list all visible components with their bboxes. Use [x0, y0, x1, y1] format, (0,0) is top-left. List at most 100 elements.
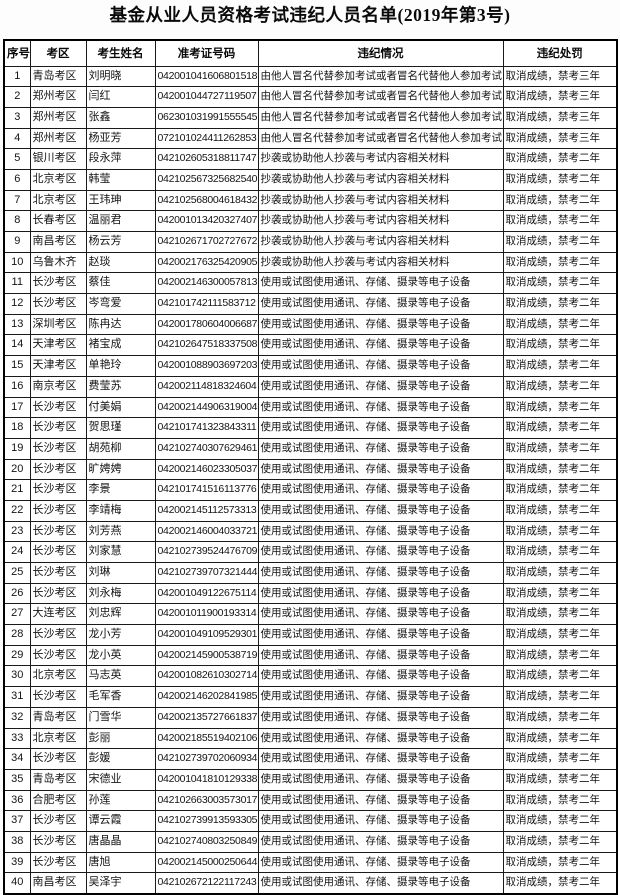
- table-row: 11 长沙考区 蔡佳 042002146300057813 使用或试图使用通讯、存储、摄…: [3, 272, 618, 295]
- cell-penalty: 取消成绩，禁考二年: [502, 334, 618, 357]
- cell-ticket-number: 042102739913593305: [154, 810, 259, 832]
- cell-penalty: 取消成绩，禁考二年: [502, 437, 618, 460]
- cell-region: 天津考区: [29, 334, 87, 357]
- cell-index: 19: [3, 437, 31, 460]
- cell-index: 21: [3, 479, 31, 501]
- cell-region: 南京考区: [29, 375, 87, 398]
- cell-index: 39: [3, 851, 31, 874]
- cell-index: 10: [3, 251, 31, 274]
- page-title: 基金从业人员资格考试违纪人员名单(2019年第3号): [109, 5, 511, 25]
- cell-ticket-number: 042002146202841985: [154, 686, 259, 708]
- cell-violation: 使用或试图使用通讯、存储、摄录等电子设备: [257, 851, 504, 874]
- cell-ticket-number: 042001041606801518: [154, 65, 259, 88]
- cell-name: 唐旭: [85, 851, 156, 874]
- cell-index: 24: [3, 541, 31, 563]
- cell-penalty: 取消成绩，禁考二年: [502, 706, 618, 729]
- table-row: 30 北京考区 马志英 042001082610302714 使用或试图使用通讯、存储、…: [3, 665, 618, 688]
- cell-ticket-number: 042001044727119507: [154, 86, 259, 108]
- cell-ticket-number: 042002185519402106: [154, 727, 259, 750]
- cell-ticket-number: 042102739707321444: [154, 562, 259, 584]
- cell-name: 费莹苏: [85, 375, 156, 398]
- cell-index: 8: [3, 210, 31, 232]
- cell-ticket-number: 042002114818324604: [154, 375, 259, 398]
- cell-penalty: 取消成绩，禁考二年: [502, 251, 618, 274]
- cell-penalty: 取消成绩，禁考三年: [502, 86, 618, 108]
- table-row: 40 南昌考区 吴泽宇 042102672122117243 使用或试图使用通讯、存储、…: [3, 872, 618, 895]
- cell-ticket-number: 042001013420327407: [154, 210, 259, 232]
- table-row: 3 郑州考区 张鑫 062301031991555545 由他人冒名代替参加考试或者冒名…: [3, 106, 618, 129]
- cell-penalty: 取消成绩，禁考二年: [502, 768, 618, 791]
- cell-index: 27: [3, 603, 31, 626]
- cell-index: 34: [3, 748, 31, 770]
- cell-violation: 使用或试图使用通讯、存储、摄录等电子设备: [257, 293, 504, 315]
- cell-region: 大连考区: [29, 603, 87, 626]
- cell-penalty: 取消成绩，禁考二年: [502, 665, 618, 688]
- table-row: 6 北京考区 韩莹 042102567325682540 抄袭或协助他人抄袭与考试内容相…: [3, 168, 618, 191]
- cell-name: 吴泽宇: [85, 872, 156, 895]
- cell-index: 16: [3, 375, 31, 398]
- cell-region: 长春考区: [29, 210, 87, 232]
- header-index: 序号: [3, 39, 31, 67]
- cell-name: 彭媛: [85, 748, 156, 770]
- header-ticket-number: 准考证号码: [154, 39, 259, 67]
- cell-name: 门雪华: [85, 706, 156, 729]
- cell-ticket-number: 042102647518337508: [154, 334, 259, 357]
- cell-index: 23: [3, 520, 31, 543]
- cell-region: 北京考区: [29, 665, 87, 688]
- table-row: 7 北京考区 王玮珅 042102568004618432 抄袭或协助他人抄袭与考试内容…: [3, 189, 618, 212]
- cell-name: 赵琰: [85, 251, 156, 274]
- cell-ticket-number: 042101741516113776: [154, 479, 259, 501]
- cell-penalty: 取消成绩，禁考二年: [502, 293, 618, 315]
- cell-name: 付美娟: [85, 396, 156, 419]
- cell-region: 长沙考区: [29, 562, 87, 584]
- cell-region: 长沙考区: [29, 644, 87, 667]
- table-row: 17 长沙考区 付美娟 042002144906319004 使用或试图使用通讯、存储、…: [3, 396, 618, 419]
- cell-ticket-number: 042002145000250644: [154, 851, 259, 874]
- cell-penalty: 取消成绩，禁考二年: [502, 562, 618, 584]
- table-row: 8 长春考区 温丽君 042001013420327407 抄袭或协助他人抄袭与考试内容…: [3, 210, 618, 232]
- table-row: 28 长沙考区 龙小芳 042001049109529301 使用或试图使用通讯、存储、…: [3, 624, 618, 646]
- cell-violation: 使用或试图使用通讯、存储、摄录等电子设备: [257, 396, 504, 419]
- cell-violation: 使用或试图使用通讯、存储、摄录等电子设备: [257, 768, 504, 791]
- cell-region: 深圳考区: [29, 313, 87, 336]
- cell-violation: 使用或试图使用通讯、存储、摄录等电子设备: [257, 458, 504, 481]
- table-row: 15 天津考区 单艳玲 042001088903697203 使用或试图使用通讯、存储、…: [3, 355, 618, 377]
- cell-penalty: 取消成绩，禁考二年: [502, 624, 618, 646]
- cell-name: 马志英: [85, 665, 156, 688]
- table-row: 27 大连考区 刘忠辉 042001011900193314 使用或试图使用通讯、存储、…: [3, 603, 618, 626]
- cell-name: 龙小英: [85, 644, 156, 667]
- cell-name: 杨亚芳: [85, 127, 156, 150]
- cell-index: 12: [3, 293, 31, 315]
- cell-violation: 使用或试图使用通讯、存储、摄录等电子设备: [257, 375, 504, 398]
- table-row: 32 青岛考区 门雪华 042002135727661837 使用或试图使用通讯、存储、…: [3, 706, 618, 729]
- cell-index: 33: [3, 727, 31, 750]
- cell-penalty: 取消成绩，禁考二年: [502, 272, 618, 295]
- cell-name: 龙小芳: [85, 624, 156, 646]
- cell-penalty: 取消成绩，禁考二年: [502, 210, 618, 232]
- cell-ticket-number: 042001011900193314: [154, 603, 259, 626]
- cell-violation: 抄袭或协助他人抄袭与考试内容相关材料: [257, 231, 504, 253]
- cell-name: 彭丽: [85, 727, 156, 750]
- cell-ticket-number: 042002146004033721: [154, 520, 259, 543]
- cell-index: 22: [3, 499, 31, 522]
- cell-ticket-number: 042102663003573017: [154, 789, 259, 812]
- cell-ticket-number: 042002145112573313: [154, 499, 259, 522]
- cell-ticket-number: 042002145900538719: [154, 644, 259, 667]
- cell-violation: 使用或试图使用通讯、存储、摄录等电子设备: [257, 789, 504, 812]
- cell-violation: 使用或试图使用通讯、存储、摄录等电子设备: [257, 624, 504, 646]
- cell-ticket-number: 042001780604006687: [154, 313, 259, 336]
- cell-ticket-number: 042102672122117243: [154, 872, 259, 895]
- table-row: 10 乌鲁木齐 赵琰 042002176325420905 抄袭或协助他人抄袭与考试内容…: [3, 251, 618, 274]
- cell-index: 38: [3, 830, 31, 853]
- cell-ticket-number: 042002176325420905: [154, 251, 259, 274]
- cell-violation: 使用或试图使用通讯、存储、摄录等电子设备: [257, 582, 504, 605]
- cell-region: 郑州考区: [29, 127, 87, 150]
- cell-ticket-number: 072101024411262853: [154, 127, 259, 150]
- header-candidate-name: 考生姓名: [85, 39, 156, 67]
- cell-penalty: 取消成绩，禁考二年: [502, 417, 618, 439]
- cell-penalty: 取消成绩，禁考二年: [502, 148, 618, 170]
- cell-ticket-number: 042102740307629461: [154, 437, 259, 460]
- cell-ticket-number: 042001088903697203: [154, 355, 259, 377]
- cell-violation: 使用或试图使用通讯、存储、摄录等电子设备: [257, 541, 504, 563]
- cell-name: 刘芳燕: [85, 520, 156, 543]
